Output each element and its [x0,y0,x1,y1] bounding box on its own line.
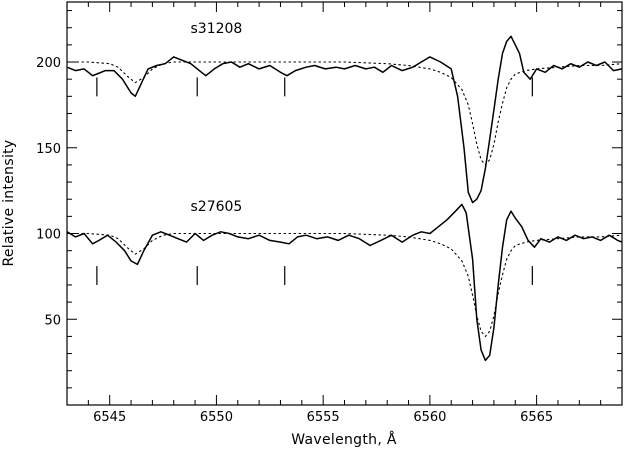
x-axis-title: Wavelength, Å [291,431,397,448]
observed-spectrum-line [66,35,623,204]
x-tick-label: 6560 [413,410,446,425]
series-label: s27605 [191,199,243,215]
y-tick-label: 150 [36,142,61,157]
y-tick-label: 100 [36,228,61,243]
model-profile-line [66,232,623,338]
x-tick-label: 6565 [520,410,553,425]
series-label: s31208 [191,21,243,37]
model-profile-line [66,61,623,166]
axis-ticks [66,2,623,405]
y-axis-title: Relative intensity [1,139,17,266]
x-tick-label: 6545 [93,410,126,425]
series-group: s31208 s27605 [66,21,623,362]
observed-spectrum-line [66,203,623,362]
tick-labels: 6545 6550 6555 6560 6565 50 100 150 200 [36,56,553,425]
series-s27605: s27605 [66,199,623,362]
x-tick-label: 6555 [307,410,340,425]
y-tick-label: 200 [36,56,61,71]
series-s31208: s31208 [66,21,623,204]
y-tick-label: 50 [44,313,61,328]
x-tick-label: 6550 [200,410,233,425]
line-markers [96,77,533,285]
